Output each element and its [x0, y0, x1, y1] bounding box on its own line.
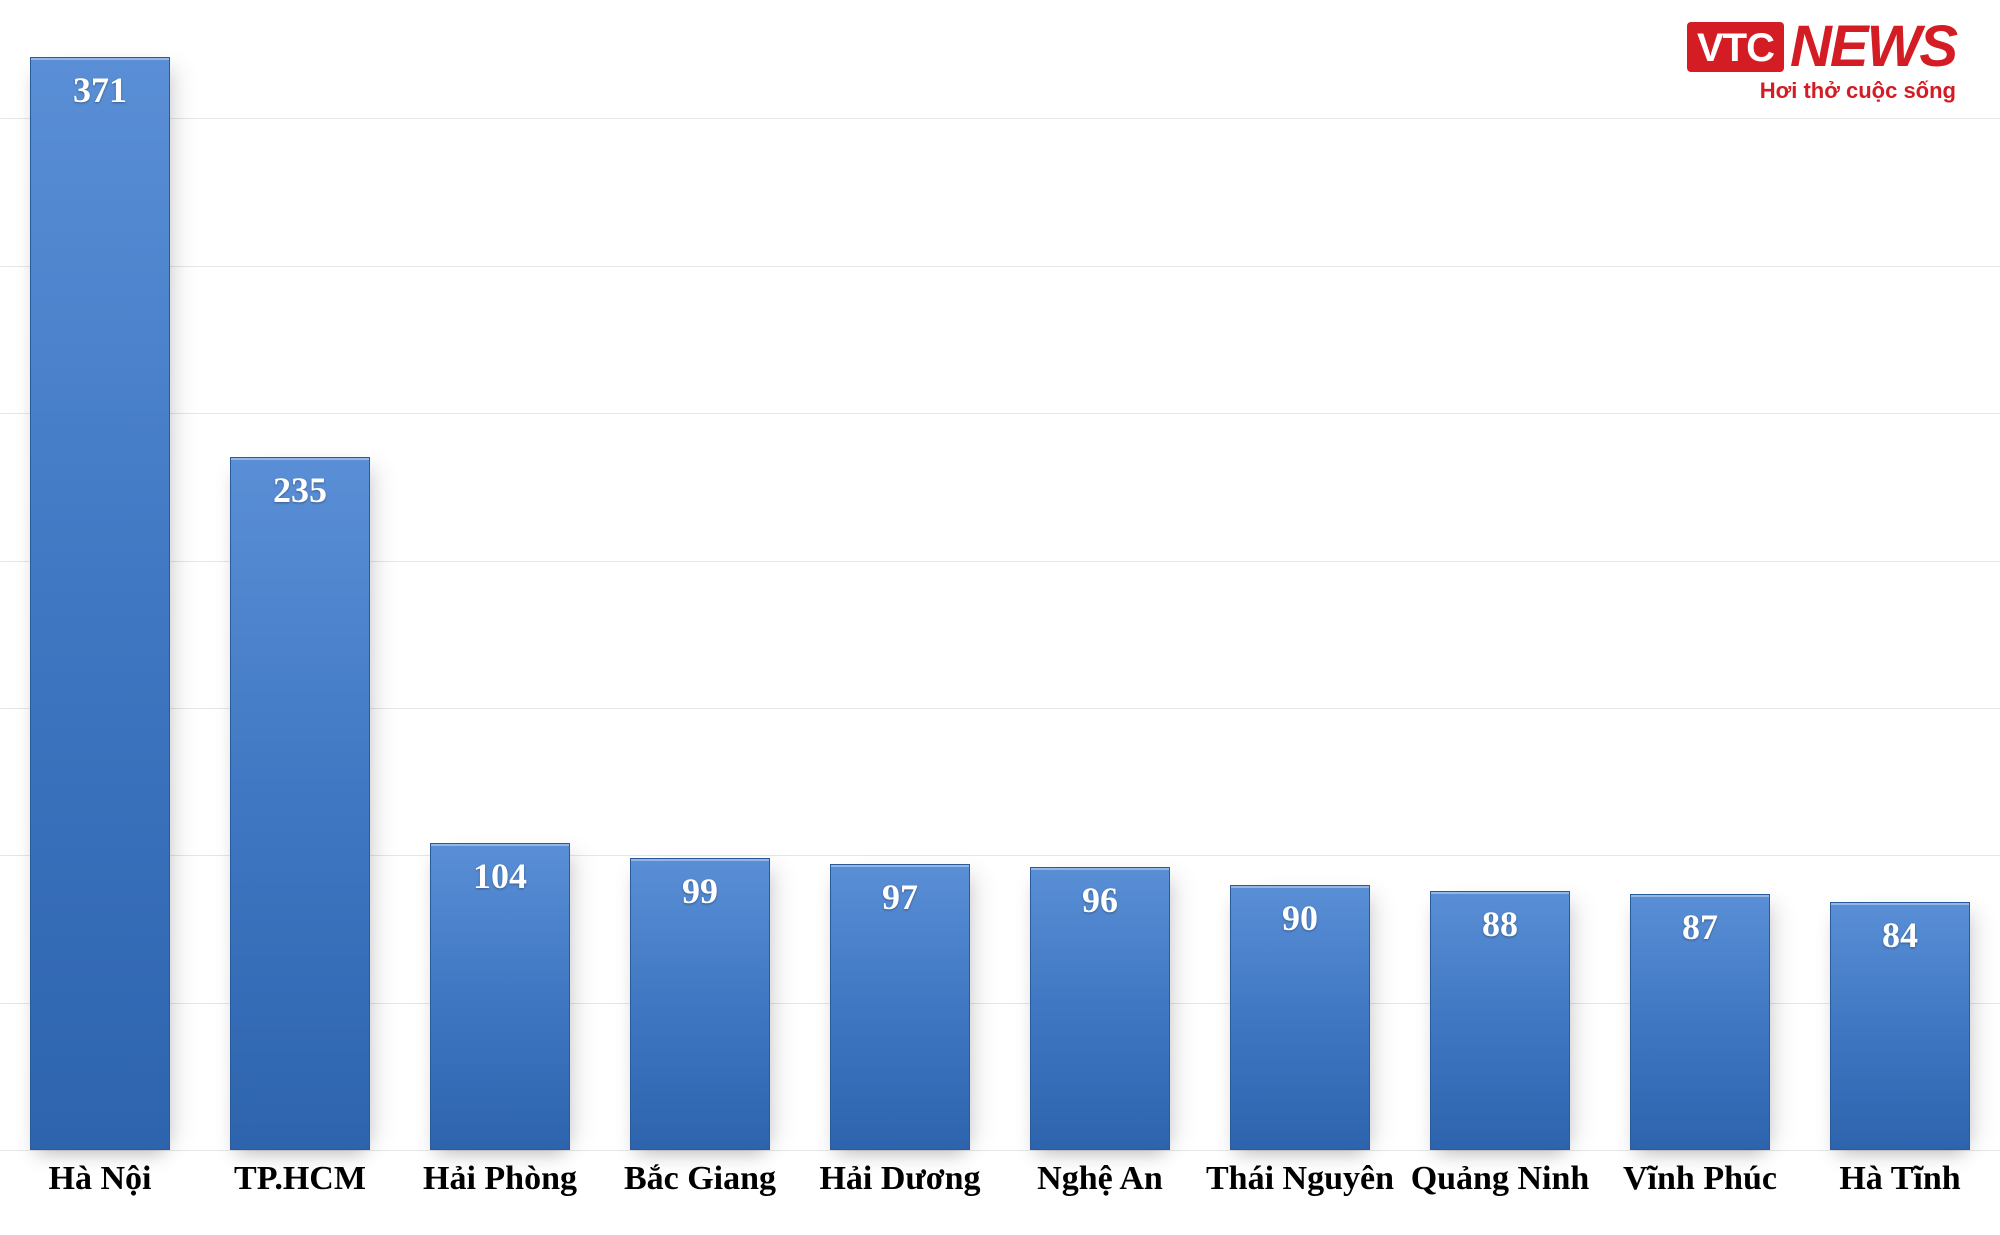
- bar-slot: 104: [400, 30, 600, 1150]
- logo-row: VTC NEWS: [1687, 22, 1956, 72]
- bar-value-label: 90: [1231, 900, 1369, 936]
- x-axis-label: Vĩnh Phúc: [1600, 1160, 1800, 1220]
- logo-tagline: Hơi thở cuộc sống: [1687, 80, 1956, 102]
- bar-value-label: 87: [1631, 909, 1769, 945]
- vtc-news-logo: VTC NEWS Hơi thở cuộc sống: [1687, 22, 1956, 102]
- bar-value-label: 235: [231, 472, 369, 508]
- x-axis-label: Thái Nguyên: [1200, 1160, 1400, 1220]
- bar-slot: 235: [200, 30, 400, 1150]
- x-axis-label: Quảng Ninh: [1400, 1160, 1600, 1220]
- x-axis-label: TP.HCM: [200, 1160, 400, 1220]
- x-axis-label: Hà Tĩnh: [1800, 1160, 2000, 1220]
- bar: 235: [230, 457, 370, 1150]
- bar-slot: 97: [800, 30, 1000, 1150]
- x-axis-label: Nghệ An: [1000, 1160, 1200, 1220]
- grid-line: [0, 1150, 2000, 1151]
- bar-value-label: 104: [431, 858, 569, 894]
- bars-group: 371 235 104 99 97 96 90 88 87 84: [0, 30, 2000, 1150]
- bar-slot: 87: [1600, 30, 1800, 1150]
- logo-brand-word: NEWS: [1790, 22, 1956, 72]
- bar: 90: [1230, 885, 1370, 1150]
- bar-value-label: 371: [31, 72, 169, 108]
- bar: 97: [830, 864, 970, 1150]
- bar-slot: 90: [1200, 30, 1400, 1150]
- bar-value-label: 96: [1031, 882, 1169, 918]
- bar-value-label: 84: [1831, 917, 1969, 953]
- bar-slot: 371: [0, 30, 200, 1150]
- bar: 104: [430, 843, 570, 1150]
- x-axis-label: Hà Nội: [0, 1160, 200, 1220]
- x-axis-label: Bắc Giang: [600, 1160, 800, 1220]
- bar: 371: [30, 57, 170, 1150]
- bar: 84: [1830, 902, 1970, 1150]
- bar-slot: 99: [600, 30, 800, 1150]
- bar: 99: [630, 858, 770, 1150]
- x-axis-label: Hải Dương: [800, 1160, 1000, 1220]
- bar-slot: 96: [1000, 30, 1200, 1150]
- bar-value-label: 97: [831, 879, 969, 915]
- logo-brand-box: VTC: [1687, 22, 1784, 72]
- bar: 87: [1630, 894, 1770, 1150]
- bar-slot: 84: [1800, 30, 2000, 1150]
- bar-value-label: 88: [1431, 906, 1569, 942]
- bar: 88: [1430, 891, 1570, 1150]
- x-axis-label: Hải Phòng: [400, 1160, 600, 1220]
- bar-value-label: 99: [631, 873, 769, 909]
- chart-container: 37123510499979690888784 Hà NộiTP.HCMHải …: [0, 0, 2000, 1235]
- x-axis: Hà NộiTP.HCMHải PhòngBắc GiangHải DươngN…: [0, 1160, 2000, 1220]
- bar-slot: 88: [1400, 30, 1600, 1150]
- bar: 96: [1030, 867, 1170, 1150]
- plot-area: 371 235 104 99 97 96 90 88 87 84: [0, 30, 2000, 1150]
